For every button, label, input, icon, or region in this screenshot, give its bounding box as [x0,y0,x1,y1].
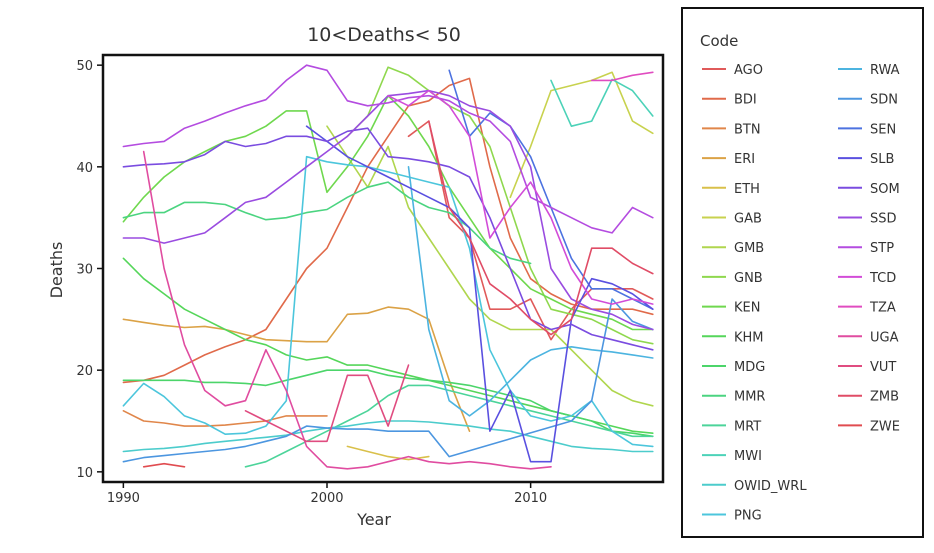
legend-label-sen: SEN [870,122,896,137]
y-tick-label: 40 [76,161,93,176]
series-line-png [122,155,654,448]
x-tick-label: 2010 [514,491,547,506]
legend-label-mmr: MMR [734,390,765,405]
series-line-mrt [244,384,654,468]
series-line-zwe [142,462,186,468]
legend-label-owid_wrl: OWID_WRL [734,479,807,494]
legend-label-stp: STP [870,241,894,256]
legend-label-khm: KHM [734,330,764,345]
legend-label-ago: AGO [734,63,763,78]
series-line-btn [122,409,328,427]
x-axis-label: Year [356,510,391,529]
series-line-uga [142,150,552,470]
legend-title: Code [700,32,738,50]
legend-label-gmb: GMB [734,241,764,256]
series-line-stp [122,64,654,234]
legend-label-btn: BTN [734,122,761,137]
legend-label-mrt: MRT [734,419,761,434]
legend-label-zmb: ZMB [870,390,899,405]
y-tick-label: 50 [76,59,93,74]
series-line-zmb [427,120,654,336]
series-line-rwa [407,166,654,417]
series-line-owid_wrl [122,420,654,453]
legend-label-vut: VUT [870,360,896,375]
series-line-slb [305,125,654,463]
legend-label-bdi: BDI [734,93,757,108]
chart-title: 10<Deaths< 50 [307,24,461,46]
legend-box [681,7,924,538]
legend-label-eth: ETH [734,182,760,197]
series-line-vut [244,364,410,443]
legend-label-gab: GAB [734,212,762,227]
series-line-khm [122,257,654,435]
legend-label-eri: ERI [734,152,755,167]
legend-label-ssd: SSD [870,212,897,227]
legend-label-uga: UGA [870,330,899,345]
series-line-gmb [326,125,654,407]
legend-label-ken: KEN [734,301,760,316]
legend-label-png: PNG [734,509,762,524]
legend-label-mdg: MDG [734,360,765,375]
y-axis-label: Deaths [47,242,66,299]
legend-label-mwi: MWI [734,449,762,464]
series-line-tcd [387,89,654,305]
legend-label-zwe: ZWE [870,419,900,434]
legend: Code AGO BDI BTN ERI ETH GAB GMB GNB KEN KHM MDG MM… [681,7,924,538]
series-line-som [122,127,654,351]
y-tick-label: 10 [76,466,93,481]
series-line-mdg [122,369,654,438]
legend-label-rwa: RWA [870,63,900,78]
y-tick-label: 30 [76,263,93,278]
series-line-sdn [122,298,654,463]
series-line-tza [590,71,654,82]
x-tick-label: 2000 [310,491,343,506]
series-line-eri [122,306,471,433]
legend-label-gnb: GNB [734,271,763,286]
series-line-ago [407,120,654,341]
x-tick-label: 1990 [107,491,140,506]
series-line-gab [509,71,654,199]
series-line-mmr [122,181,532,265]
legend-label-tza: TZA [869,301,896,316]
series-line-ken [122,94,654,331]
series-line-eth [346,445,430,461]
series-line-mwi [550,78,654,127]
legend-label-slb: SLB [870,152,894,167]
y-tick-label: 20 [76,364,93,379]
legend-label-tcd: TCD [869,271,896,286]
legend-label-som: SOM [870,182,900,197]
legend-label-sdn: SDN [870,93,898,108]
series-line-gnb [346,66,654,345]
series-line-bdi [122,77,654,384]
